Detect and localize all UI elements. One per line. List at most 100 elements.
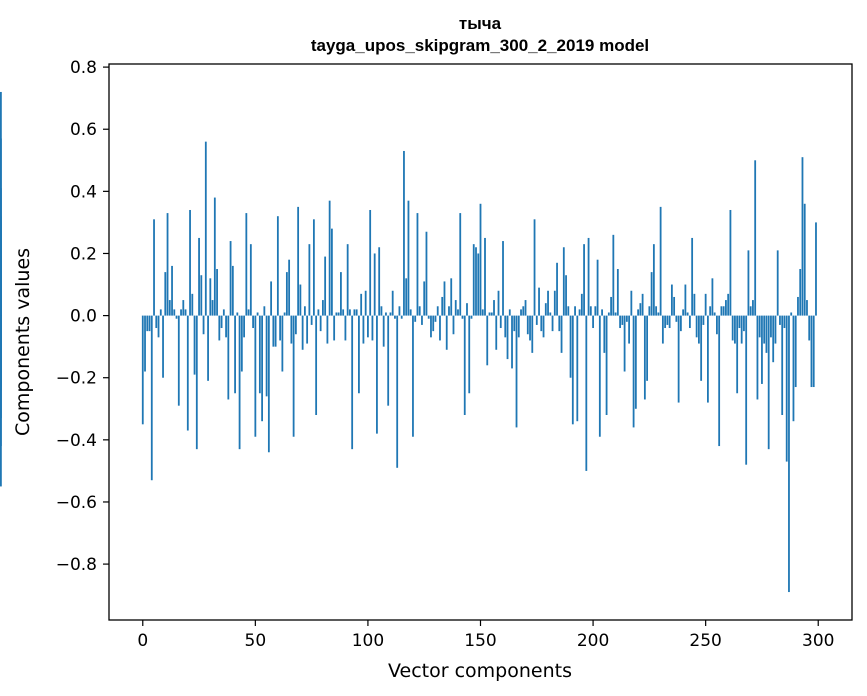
- bar: [675, 315, 678, 322]
- bar: [812, 315, 815, 388]
- bar: [607, 312, 610, 316]
- bar: [652, 244, 655, 316]
- bar: [565, 275, 567, 316]
- bar: [439, 315, 441, 341]
- bar: [409, 309, 412, 316]
- bar: [655, 306, 658, 316]
- bar: [387, 315, 390, 406]
- bar: [213, 197, 216, 316]
- bar: [297, 206, 300, 316]
- bar: [468, 315, 471, 394]
- bar: [243, 315, 245, 338]
- bar: [380, 306, 383, 316]
- bar: [601, 309, 603, 316]
- bar: [432, 315, 435, 332]
- bar: [495, 315, 498, 350]
- bar: [648, 306, 651, 316]
- bar: [794, 315, 797, 388]
- bar: [288, 259, 291, 316]
- bar: [326, 315, 329, 344]
- x-axis-ticks: 0 50 100 150 200 250 300: [137, 620, 834, 651]
- bar: [605, 315, 608, 415]
- bar: [592, 315, 594, 329]
- y-tick-label: 0.8: [70, 58, 97, 78]
- bar: [632, 315, 635, 428]
- y-tick-label: 0.2: [70, 244, 97, 264]
- bar: [709, 306, 712, 316]
- bar: [403, 150, 405, 316]
- bar: [283, 312, 286, 316]
- bar: [306, 315, 309, 344]
- bar: [229, 241, 232, 316]
- y-tick-label: 0.4: [70, 182, 97, 202]
- bar: [576, 315, 579, 422]
- bar: [324, 256, 327, 316]
- bar: [610, 296, 612, 316]
- bar: [358, 315, 360, 394]
- bar: [767, 315, 770, 450]
- bar: [396, 315, 399, 468]
- bar: [729, 209, 732, 316]
- bar: [405, 278, 408, 316]
- bar: [664, 315, 667, 329]
- bar: [765, 315, 768, 353]
- bar: [418, 306, 421, 316]
- bar: [529, 315, 531, 341]
- bar: [682, 309, 685, 316]
- bar: [797, 296, 799, 316]
- bar: [400, 315, 403, 319]
- bar: [698, 315, 700, 344]
- bar: [146, 315, 149, 332]
- x-tick-label: 250: [689, 631, 721, 651]
- bar: [612, 234, 615, 316]
- bar: [511, 315, 513, 369]
- bar: [159, 309, 162, 316]
- bar: [688, 315, 691, 329]
- bar: [803, 203, 806, 316]
- bar: [256, 312, 259, 316]
- bar: [535, 315, 538, 325]
- bar: [574, 306, 576, 316]
- x-tick-label: 150: [464, 631, 496, 651]
- bar: [270, 281, 273, 316]
- bar: [625, 315, 628, 322]
- bar: [479, 203, 482, 316]
- bar: [634, 315, 637, 409]
- x-axis-label: Vector components: [388, 660, 572, 682]
- bar: [234, 315, 236, 394]
- bar: [335, 312, 338, 316]
- bar: [463, 315, 466, 415]
- bar: [520, 309, 522, 316]
- bar: [481, 309, 484, 316]
- bar: [274, 315, 277, 347]
- bar: [249, 244, 252, 316]
- bar: [452, 315, 455, 335]
- bar: [643, 315, 646, 400]
- bar: [707, 315, 709, 403]
- y-tick-label: −0.4: [56, 431, 97, 451]
- bar: [355, 309, 358, 316]
- bar: [704, 293, 707, 316]
- bar: [472, 244, 475, 316]
- bar: [150, 315, 153, 481]
- bar: [560, 315, 563, 353]
- bar: [290, 315, 293, 344]
- bar: [216, 269, 218, 316]
- bar: [294, 315, 297, 335]
- bar: [407, 200, 410, 316]
- bar: [486, 315, 489, 366]
- x-tick-label: 0: [137, 631, 148, 651]
- bar: [267, 315, 270, 453]
- bar: [207, 315, 209, 381]
- bar: [202, 315, 205, 335]
- bar: [614, 312, 617, 316]
- bar: [637, 309, 640, 316]
- bar: [641, 293, 644, 316]
- bar: [261, 315, 263, 422]
- bar: [231, 265, 234, 316]
- bar: [441, 296, 444, 316]
- bar: [686, 312, 689, 316]
- bar: [225, 315, 227, 338]
- bar: [220, 315, 223, 329]
